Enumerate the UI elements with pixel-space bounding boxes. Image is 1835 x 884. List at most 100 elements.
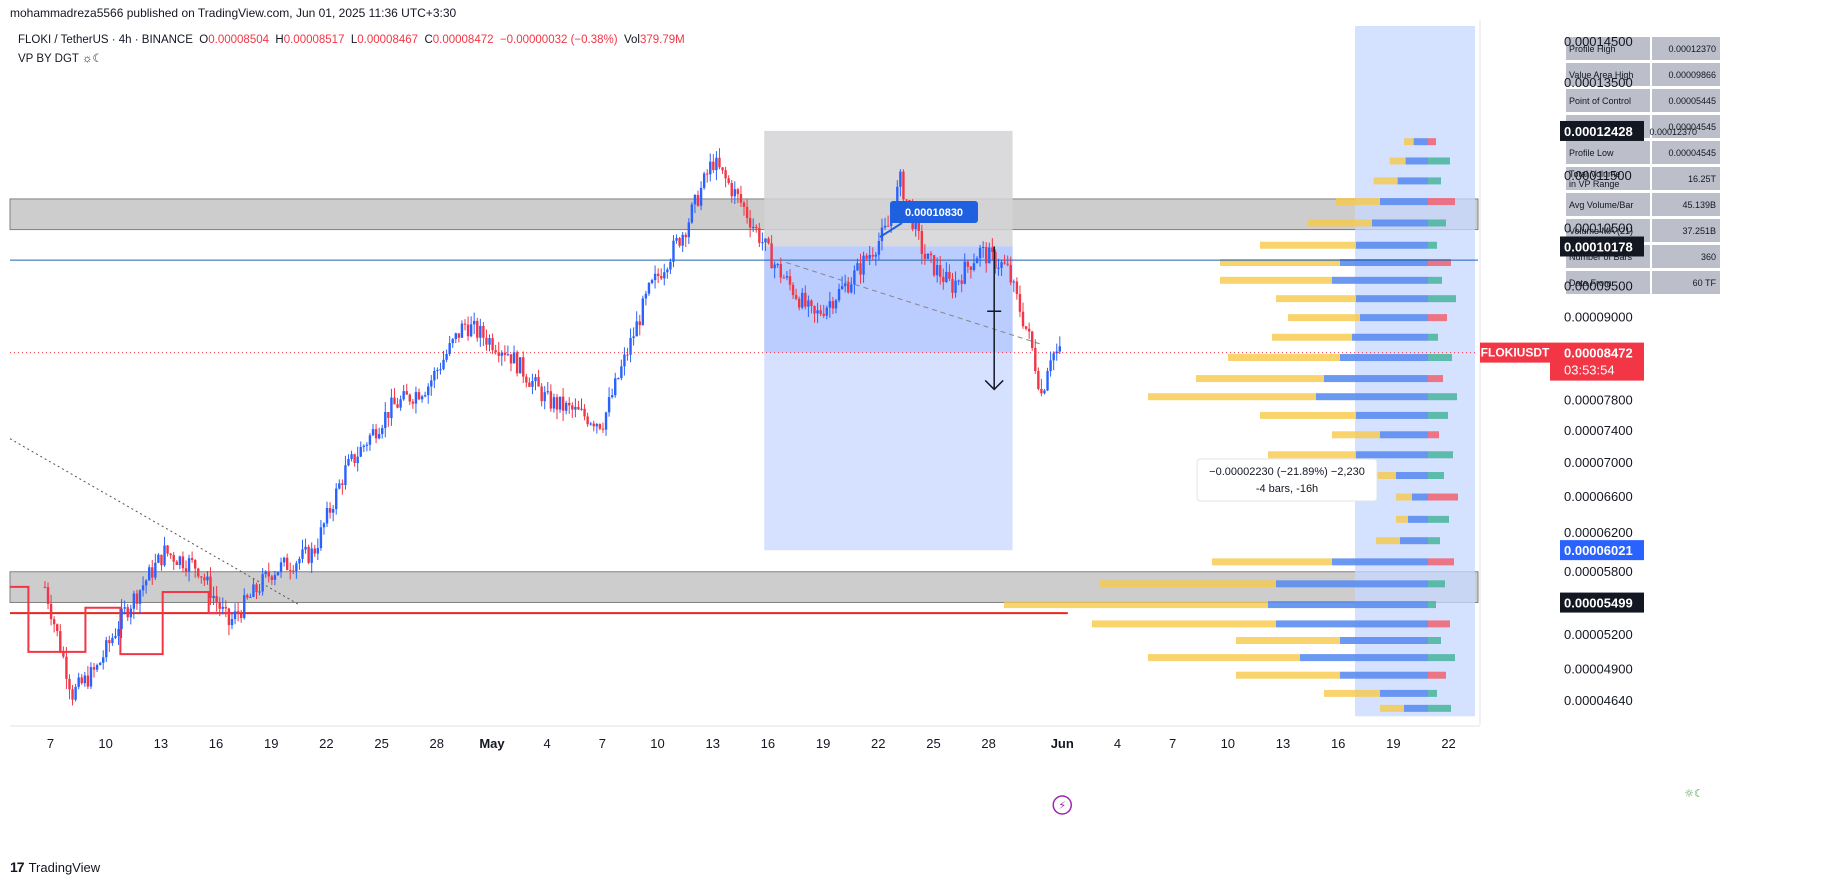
y-tick-label: 0.00010500 xyxy=(1564,220,1633,235)
vp-table-value: 0.00004545 xyxy=(1668,148,1716,158)
vp-table-value-cell xyxy=(1652,89,1720,112)
volume-profile-bar-up xyxy=(1308,219,1372,227)
candle-body xyxy=(985,247,988,264)
candle-body xyxy=(966,261,970,267)
candle-body xyxy=(1003,262,1006,264)
volume-profile-bar-down xyxy=(1356,451,1428,459)
x-tick-label: 25 xyxy=(374,736,388,751)
footer-brand[interactable]: TradingView xyxy=(28,859,101,875)
candle-body xyxy=(71,689,74,700)
indicator-legend[interactable]: VP BY DGT ☼☾ xyxy=(18,53,103,65)
candle-body xyxy=(181,556,185,569)
volume-profile-bar-down xyxy=(1352,333,1428,341)
vp-table-label-cell xyxy=(1566,167,1650,190)
x-tick-label: 19 xyxy=(1386,736,1400,751)
vp-table-value-cell xyxy=(1652,141,1720,164)
candle-body xyxy=(227,608,231,626)
open-value: 0.00008504 xyxy=(208,34,270,46)
candle-body xyxy=(509,354,513,364)
y-tick-label: 0.00004640 xyxy=(1564,693,1633,708)
vp-table-value-cell xyxy=(1652,271,1720,294)
candle-body xyxy=(604,412,608,430)
candle-body xyxy=(681,234,684,246)
candle-body xyxy=(883,225,887,228)
y-tick-label: 0.00007400 xyxy=(1564,423,1633,438)
candle-body xyxy=(914,219,917,230)
candle-body xyxy=(374,429,378,439)
candle-body xyxy=(534,377,537,382)
candle-body xyxy=(837,288,841,301)
x-tick-label: 16 xyxy=(209,736,223,751)
candle-body xyxy=(626,354,629,356)
tradingview-logo[interactable]: 17 xyxy=(10,859,25,875)
candle-body xyxy=(117,628,120,636)
vp-table-label: Point of Control xyxy=(1569,96,1631,106)
vp-table-label: Profile High xyxy=(1569,44,1616,54)
candle-body xyxy=(126,607,129,618)
candle-body xyxy=(1052,353,1055,361)
candle-body xyxy=(647,282,651,294)
volume-profile-delta-bar xyxy=(1428,314,1447,322)
candle-body xyxy=(414,392,418,404)
candle-body xyxy=(485,337,488,345)
volume-profile-bar-up xyxy=(1396,515,1408,523)
x-tick-label: 4 xyxy=(1114,736,1121,751)
candle-body xyxy=(797,298,801,308)
candle-body xyxy=(200,576,203,578)
candle-body xyxy=(951,278,954,293)
candle-body xyxy=(325,508,329,524)
candle-body xyxy=(472,320,476,325)
low-label: L xyxy=(350,34,358,46)
candle-body xyxy=(583,408,586,417)
volume-profile-bar-down xyxy=(1276,620,1428,628)
candle-body xyxy=(102,657,105,663)
volume-profile-bar-up xyxy=(1404,138,1414,146)
candle-body xyxy=(420,396,424,400)
candle-body xyxy=(135,593,139,604)
volume-profile-bar-up xyxy=(1196,375,1324,383)
candle-body xyxy=(733,189,737,197)
candle-body xyxy=(328,508,332,513)
candle-body xyxy=(304,546,307,550)
vp-table-value-cell xyxy=(1652,115,1720,138)
lightning-icon xyxy=(1052,795,1073,815)
candle-body xyxy=(981,247,985,249)
candle-body xyxy=(859,263,862,275)
vp-table-value: 45.139B xyxy=(1682,200,1716,210)
candle-body xyxy=(301,549,304,559)
x-tick-label: Jun xyxy=(1051,736,1074,751)
candle-body xyxy=(1009,264,1012,283)
candle-body xyxy=(834,300,838,309)
candle-body xyxy=(463,323,467,325)
volume-profile-bar-down xyxy=(1356,411,1428,419)
x-tick-label: 22 xyxy=(319,736,333,751)
candle-body xyxy=(736,189,740,195)
price-badge xyxy=(1560,540,1644,561)
candle-body xyxy=(801,292,804,308)
candle-body xyxy=(902,171,905,200)
candle-body xyxy=(359,447,362,457)
vp-table-label: Number of Bars xyxy=(1569,252,1633,262)
symbol-name[interactable]: FLOKI / TetherUS · 4h · BINANCE xyxy=(18,34,193,46)
candle-body xyxy=(95,664,99,670)
candle-body xyxy=(175,561,178,565)
volume-profile-bar-down xyxy=(1380,689,1428,697)
candle-body xyxy=(270,576,274,580)
candle-body xyxy=(65,656,68,679)
candle-body xyxy=(276,572,280,576)
candle-body xyxy=(782,277,786,279)
candle-body xyxy=(105,640,108,658)
vp-table-value: 60 TF xyxy=(1693,278,1717,288)
candle-body xyxy=(353,454,356,463)
candle-body xyxy=(629,337,632,355)
price-badge-label: 0.00005499 xyxy=(1564,596,1633,611)
vp-table-label-cell xyxy=(1566,63,1650,86)
candle-body xyxy=(822,313,825,316)
candle-body xyxy=(687,222,691,238)
candle-body xyxy=(157,554,160,563)
candle-body xyxy=(218,602,221,609)
candle-body xyxy=(948,271,951,279)
low-value: 0.00008467 xyxy=(357,34,419,46)
candle-body xyxy=(620,366,623,379)
